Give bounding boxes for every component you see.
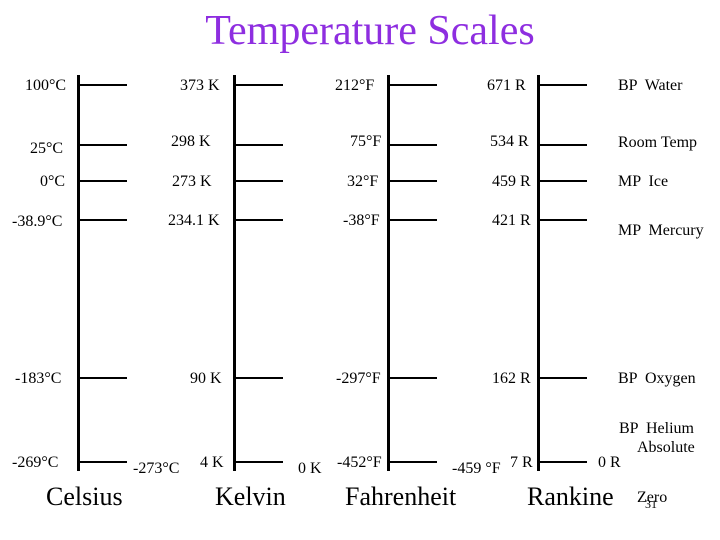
celsius-tick (77, 144, 127, 146)
absolute-zero-fahrenheit-label: -459 °F (452, 460, 501, 477)
fahrenheit-value-label: 212°F (335, 77, 375, 94)
rankine-tick (537, 461, 587, 463)
celsius-scale-line (77, 75, 80, 471)
celsius-tick (77, 461, 127, 463)
rankine-value-label: 671 R (487, 77, 526, 94)
rankine-value-label: 421 R (492, 212, 531, 229)
fahrenheit-value-label: -452°F (337, 454, 382, 471)
rankine-tick (537, 144, 587, 146)
rankine-value-label: 162 R (492, 370, 531, 387)
celsius-value-label: 0°C (40, 173, 66, 190)
event-label-bp-water: BP Water (618, 77, 683, 94)
absolute-zero-label-line2: Zero (637, 489, 668, 506)
rankine-tick (537, 84, 587, 86)
scale-name-fahrenheit: Fahrenheit (345, 482, 457, 511)
absolute-zero-kelvin-label: 0 K (298, 460, 322, 477)
kelvin-value-label: 4 K (200, 454, 224, 471)
kelvin-tick (233, 377, 283, 379)
event-label-mp-ice: MP Ice (618, 173, 669, 190)
event-label-bp-helium: BP Helium (619, 420, 694, 437)
event-label-bp-oxygen: BP Oxygen (618, 370, 696, 387)
kelvin-tick (233, 180, 283, 182)
rankine-tick (537, 219, 587, 221)
absolute-zero-celsius-label: -273°C (133, 460, 180, 477)
celsius-tick (77, 219, 127, 221)
scale-name-rankine: Rankine (527, 482, 614, 511)
rankine-value-label: 534 R (490, 133, 529, 150)
scale-name-celsius: Celsius (46, 482, 123, 511)
kelvin-value-label: 298 K (171, 133, 211, 150)
page-title: Temperature Scales (205, 8, 535, 54)
fahrenheit-tick (387, 461, 437, 463)
rankine-scale-line (537, 75, 540, 471)
fahrenheit-value-label: -38°F (343, 212, 380, 229)
kelvin-value-label: 234.1 K (168, 212, 220, 229)
kelvin-tick (233, 461, 283, 463)
rankine-tick (537, 180, 587, 182)
absolute-zero-rankine-label: 0 R (598, 454, 621, 471)
rankine-tick (537, 377, 587, 379)
celsius-value-label: -269°C (12, 454, 59, 471)
kelvin-tick (233, 219, 283, 221)
kelvin-value-label: 273 K (172, 173, 212, 190)
kelvin-scale-line (233, 75, 236, 471)
kelvin-tick (233, 84, 283, 86)
absolute-zero-label-line1: Absolute (637, 439, 695, 456)
event-label-room-temp: Room Temp (618, 134, 698, 151)
rankine-value-label: 459 R (492, 173, 531, 190)
page-number: 31 (645, 497, 657, 511)
fahrenheit-scale-line (387, 75, 390, 471)
fahrenheit-tick (387, 144, 437, 146)
fahrenheit-value-label: 75°F (350, 133, 382, 150)
celsius-value-label: 100°C (25, 77, 67, 94)
celsius-value-label: -38.9°C (12, 213, 63, 230)
kelvin-tick (233, 144, 283, 146)
celsius-value-label: -183°C (15, 370, 62, 387)
kelvin-value-label: 90 K (190, 370, 222, 387)
fahrenheit-tick (387, 180, 437, 182)
kelvin-value-label: 373 K (180, 77, 220, 94)
rankine-value-label: 7 R (510, 454, 533, 471)
celsius-tick (77, 84, 127, 86)
event-label-mp-mercury: MP Mercury (618, 222, 704, 239)
fahrenheit-tick (387, 84, 437, 86)
fahrenheit-tick (387, 219, 437, 221)
celsius-tick (77, 180, 127, 182)
celsius-value-label: 25°C (30, 140, 64, 157)
fahrenheit-value-label: -297°F (336, 370, 381, 387)
celsius-tick (77, 377, 127, 379)
fahrenheit-tick (387, 377, 437, 379)
scale-name-kelvin: Kelvin (215, 482, 286, 511)
fahrenheit-value-label: 32°F (347, 173, 379, 190)
